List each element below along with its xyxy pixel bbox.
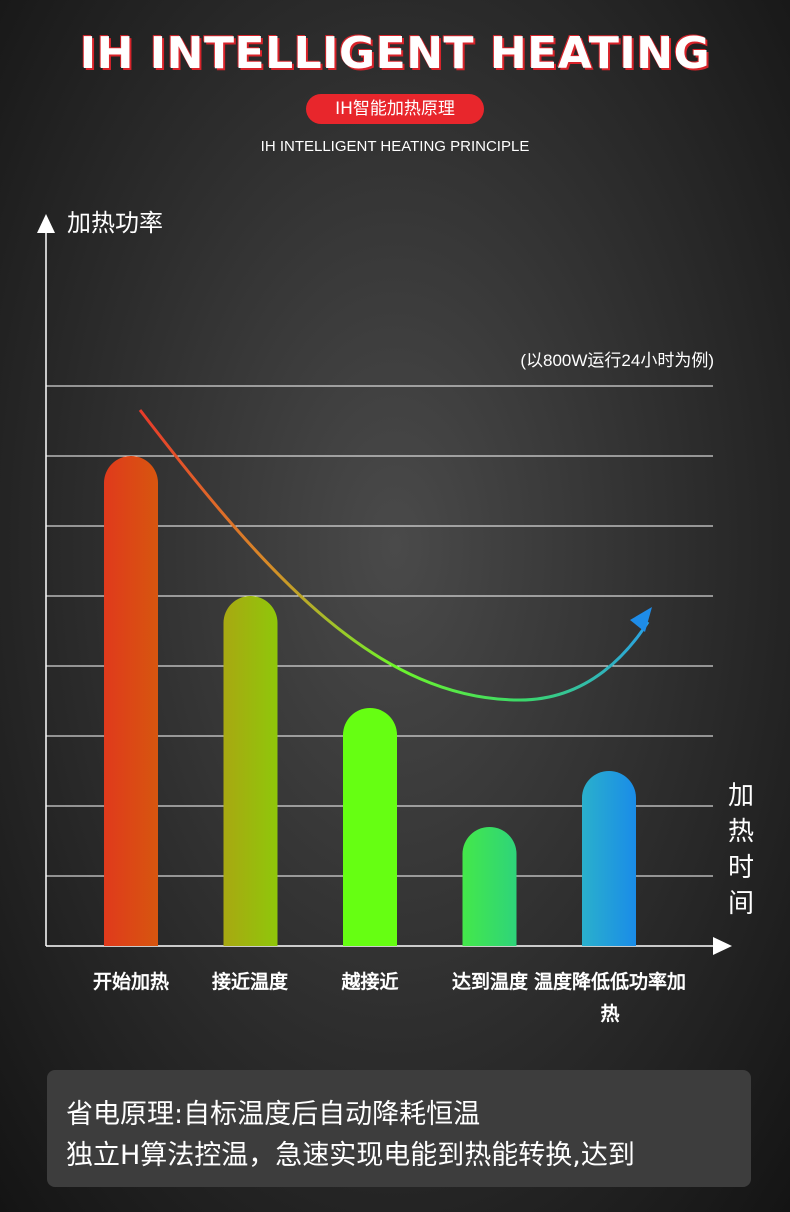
english-subtitle: IH INTELLIGENT HEATING PRINCIPLE (260, 138, 530, 155)
category-label: 开始加热 (92, 971, 169, 993)
footer-line-1: 省电原理:自标温度后自动降耗恒温 (66, 1099, 481, 1130)
chart-note: (以800W运行24小时为例) (520, 351, 714, 370)
footer-line-2: 独立H算法控温，急速实现电能到热能转换,达到 (66, 1140, 635, 1171)
category-label: 达到温度 (451, 971, 528, 993)
x-axis-arrow-icon (713, 937, 732, 955)
bar-2 (223, 596, 278, 946)
bar-5 (582, 771, 636, 946)
main-title: IH INTELLIGENT HEATING (79, 28, 711, 79)
trend-arrow-icon (630, 607, 652, 632)
subtitle-pill: IH智能加热原理 (306, 94, 484, 124)
y-axis-arrow-icon (37, 214, 55, 233)
y-axis-label: 加热功率 (67, 209, 163, 237)
category-label: 接近温度 (211, 971, 288, 993)
x-axis-label: 加热时间 (728, 781, 755, 919)
bar-1 (104, 456, 158, 946)
bar-3 (343, 708, 397, 946)
bar-4 (462, 827, 517, 946)
trend-curve (138, 409, 650, 702)
category-label: 越接近 (341, 971, 399, 993)
footer-panel: 省电原理:自标温度后自动降耗恒温 独立H算法控温，急速实现电能到热能转换,达到 (47, 1070, 751, 1187)
category-label: 温度降低低功率加热 (534, 971, 687, 1025)
